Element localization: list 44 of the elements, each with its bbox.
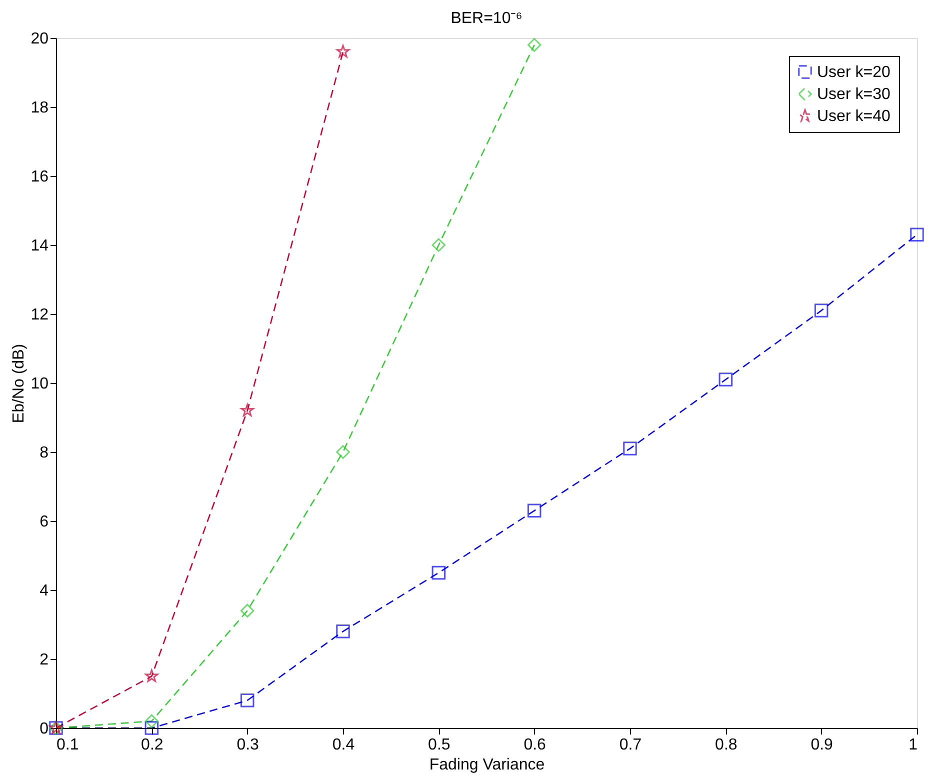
- y-tick-label: 8: [40, 444, 49, 462]
- y-tick-label: 10: [30, 376, 49, 392]
- point: [623, 442, 637, 456]
- legend-label: User k=30: [817, 86, 890, 103]
- point: [527, 38, 542, 52]
- y-axis-title: Eb/No (dB): [10, 344, 28, 424]
- legend-label: User k=20: [817, 64, 890, 81]
- x-tick-label: 0.1: [56, 736, 79, 754]
- x-tick-label: 0.7: [619, 736, 642, 754]
- x-tick-label: 0.2: [141, 736, 164, 754]
- y-tick-label: 20: [30, 30, 49, 48]
- point: [240, 694, 254, 708]
- point: [814, 304, 828, 318]
- point: [432, 566, 446, 580]
- y-tick-label: 4: [40, 582, 49, 600]
- x-tick-label: 0.4: [332, 736, 355, 754]
- y-tick-label: 0: [40, 720, 49, 738]
- x-tick-label: 0.6: [524, 736, 546, 754]
- point: [145, 669, 158, 682]
- point: [240, 604, 254, 618]
- point: [336, 624, 350, 638]
- point: [718, 372, 733, 386]
- y-tick-label: 2: [40, 652, 49, 668]
- point: [910, 228, 924, 242]
- y-tick-label: 18: [30, 100, 49, 116]
- point: [336, 44, 350, 58]
- x-axis-title: Fading Variance: [429, 756, 545, 774]
- legend-label: User k=40: [817, 108, 890, 125]
- x-tick-label: 0.3: [236, 736, 260, 754]
- x-tick-label: 0.8: [715, 736, 738, 754]
- point: [432, 238, 446, 252]
- x-tick-label: 1: [908, 736, 918, 754]
- y-tick-label: 12: [30, 306, 49, 324]
- point: [144, 714, 159, 728]
- x-tick-label: 0.5: [428, 736, 450, 754]
- y-tick-label: 14: [30, 238, 49, 254]
- chart-title: BER=10⁻⁶: [450, 10, 522, 27]
- point: [527, 504, 542, 518]
- x-tick-label: 0.9: [810, 736, 834, 754]
- point: [240, 404, 254, 416]
- y-tick-label: 16: [30, 168, 49, 186]
- y-tick-label: 6: [40, 514, 49, 530]
- point: [144, 721, 159, 735]
- point: [336, 445, 350, 459]
